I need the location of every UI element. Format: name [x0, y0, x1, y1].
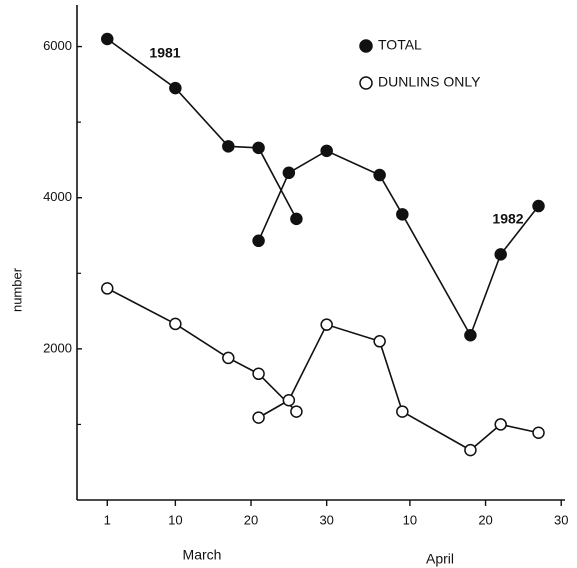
data-point — [373, 335, 386, 348]
data-point — [532, 426, 545, 439]
data-point — [252, 141, 265, 155]
series-line — [258, 323, 539, 452]
data-point — [290, 212, 303, 226]
data-point — [494, 418, 507, 431]
x-tick-label: 10 — [168, 512, 182, 527]
legend-marker — [359, 76, 373, 90]
series-line — [257, 149, 540, 338]
x-tick-label: 30 — [554, 512, 568, 527]
data-point — [169, 317, 182, 331]
data-point — [222, 140, 235, 153]
data-point — [464, 443, 477, 457]
data-point — [252, 367, 265, 381]
data-point — [252, 411, 265, 424]
data-point — [396, 208, 409, 221]
data-point — [396, 405, 409, 418]
data-point — [282, 166, 296, 180]
y-tick-label: 4000 — [43, 189, 72, 204]
y-tick-label: 2000 — [43, 340, 72, 355]
x-tick-label: 10 — [403, 512, 417, 527]
data-point — [532, 199, 545, 213]
month-label: April — [426, 551, 454, 567]
data-point — [222, 351, 235, 365]
data-point — [320, 318, 333, 331]
data-point — [169, 81, 182, 95]
y-tick-label: 6000 — [43, 38, 72, 53]
x-tick-label: 20 — [244, 512, 258, 527]
data-point — [282, 393, 296, 407]
x-tick-label: 1 — [104, 512, 111, 527]
legend-label: TOTAL — [378, 37, 422, 53]
data-point — [101, 282, 114, 295]
y-axis-label: number — [9, 267, 24, 312]
data-point — [290, 405, 303, 418]
month-label: March — [183, 547, 222, 563]
data-point — [252, 234, 265, 248]
data-point — [464, 329, 477, 342]
x-tick-label: 20 — [478, 512, 492, 527]
x-tick-label: 30 — [319, 512, 333, 527]
line-label: 1981 — [149, 45, 180, 61]
line-label: 1982 — [492, 211, 523, 227]
legend-label: DUNLINS ONLY — [378, 74, 481, 90]
data-point — [494, 248, 507, 261]
data-point — [373, 168, 386, 182]
legend-marker — [359, 39, 373, 53]
data-point — [101, 32, 114, 46]
data-point — [320, 144, 333, 158]
